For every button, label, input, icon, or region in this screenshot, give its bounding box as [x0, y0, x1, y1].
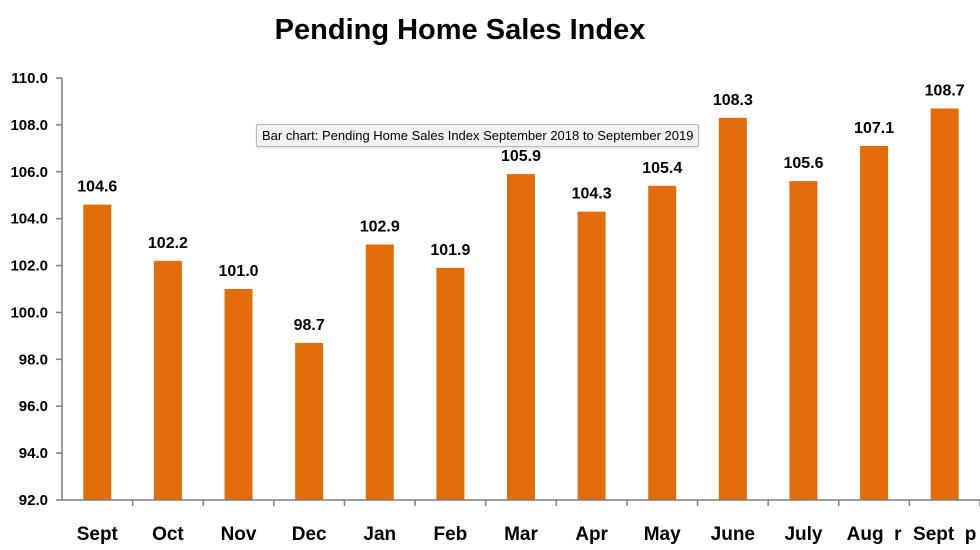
x-tick-label: Nov: [221, 524, 257, 545]
bar: [153, 260, 182, 500]
bar: [365, 244, 394, 500]
data-label: 108.7: [925, 82, 965, 99]
bar: [860, 145, 889, 500]
bar: [436, 267, 465, 500]
y-tick-label: 100.0: [10, 304, 48, 321]
y-tick-label: 92.0: [19, 492, 48, 509]
data-label: 105.9: [501, 148, 541, 165]
y-tick-label: 102.0: [10, 258, 48, 275]
x-tick-label: May: [644, 524, 681, 545]
data-label: 104.6: [77, 179, 117, 196]
data-label: 101.0: [219, 263, 259, 280]
data-label: 108.3: [713, 92, 753, 109]
y-tick-label: 96.0: [19, 398, 48, 415]
bar: [83, 204, 112, 500]
y-tick-label: 98.0: [19, 351, 48, 368]
chart-title: Pending Home Sales Index: [274, 14, 646, 46]
data-label: 104.3: [572, 186, 612, 203]
bar: [295, 342, 324, 500]
data-label: 101.9: [430, 242, 470, 259]
bar: [648, 185, 677, 500]
y-tick-label: 104.0: [10, 211, 48, 228]
x-tick-label: Apr: [575, 524, 608, 545]
y-tick-label: 94.0: [19, 445, 48, 462]
data-label: 105.6: [783, 155, 823, 172]
x-tick-label: Mar: [504, 524, 538, 545]
x-tick-label: Sept p: [913, 524, 976, 545]
bar: [224, 289, 253, 500]
bar: [930, 108, 959, 500]
y-tick-label: 108.0: [10, 117, 48, 134]
x-tick-label: Oct: [152, 524, 184, 545]
bar: [718, 117, 747, 500]
bar: [789, 181, 818, 500]
x-tick-label: Sept: [77, 524, 119, 545]
data-label: 105.4: [642, 160, 682, 177]
bar: [577, 211, 606, 500]
y-tick-label: 106.0: [10, 164, 48, 181]
x-tick-label: Jan: [363, 524, 396, 545]
data-label: 107.1: [854, 120, 894, 137]
x-tick-label: July: [784, 524, 822, 545]
bar: [507, 174, 535, 500]
x-tick-label: Feb: [433, 524, 467, 545]
y-axis: 92.0 94.0 96.0 98.0 100.0 102.0 104.0 106.0 108.…: [10, 70, 63, 509]
x-tick-label: June: [711, 524, 755, 545]
x-tick-label: Aug r: [847, 524, 902, 545]
data-label: 102.2: [148, 235, 188, 252]
bars: 104.6 102.2 101.0 98.7 102.9 101.9 105.9 104.3 1…: [77, 82, 965, 500]
chart-tooltip: Bar chart: Pending Home Sales Index Sept…: [256, 124, 700, 147]
data-label: 102.9: [360, 218, 400, 235]
y-tick-label: 110.0: [11, 70, 48, 87]
x-axis: Sept Oct Nov Dec Jan Feb Mar Apr May June July Aug …: [62, 499, 980, 545]
data-label: 98.7: [294, 317, 325, 334]
x-tick-label: Dec: [292, 524, 327, 545]
